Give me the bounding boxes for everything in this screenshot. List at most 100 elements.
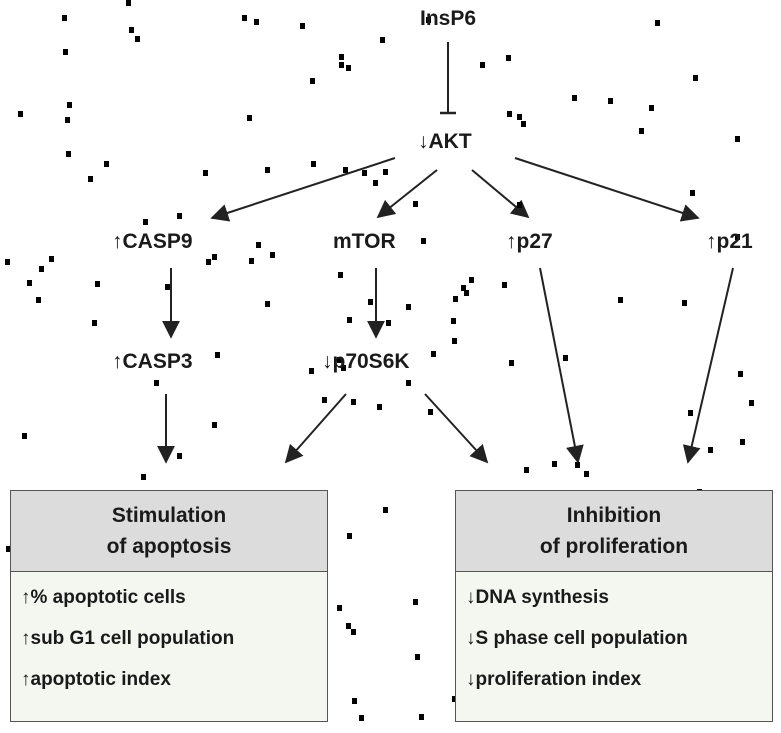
noise-dot [337, 357, 342, 363]
noise-dot [413, 599, 418, 605]
noise-dot [431, 351, 436, 357]
noise-dot [655, 20, 660, 26]
noise-dot [154, 380, 159, 386]
noise-dot [521, 121, 526, 127]
noise-dot [310, 78, 315, 84]
noise-dot [464, 290, 469, 296]
noise-dot [509, 360, 514, 366]
noise-dot [177, 213, 182, 219]
noise-dot [373, 180, 378, 186]
noise-dot [738, 371, 743, 377]
noise-dot [572, 95, 577, 101]
node-akt: ↓AKT [418, 130, 472, 153]
noise-dot [39, 266, 44, 272]
noise-dot [563, 355, 568, 361]
noise-dot [27, 280, 32, 286]
noise-dot [203, 170, 208, 176]
proliferation-item: ↓DNA synthesis [466, 587, 609, 608]
noise-dot [608, 98, 613, 104]
noise-dot [92, 320, 97, 326]
noise-dot [339, 54, 344, 60]
noise-dot [341, 365, 346, 371]
proliferation-title-line2: of proliferation [539, 535, 689, 558]
noise-dot [254, 19, 259, 25]
edge-akt-casp9 [210, 157, 396, 222]
noise-dot [359, 715, 364, 721]
noise-dot [309, 368, 314, 374]
noise-dot [502, 282, 507, 288]
noise-dot [346, 65, 351, 71]
edge-akt-p27 [471, 169, 530, 219]
noise-dot [135, 36, 140, 42]
noise-dot [338, 272, 343, 278]
proliferation-item: ↓proliferation index [466, 669, 642, 690]
apoptosis-box: Stimulation of apoptosis ↑% apoptotic ce… [10, 490, 328, 722]
noise-dot [65, 117, 70, 123]
noise-dot [469, 277, 474, 283]
noise-dot [347, 317, 352, 323]
node-insp6: InsP6 [420, 7, 477, 30]
noise-dot [740, 439, 745, 445]
noise-dot [88, 176, 93, 182]
edge-p21-proliferation [682, 267, 734, 464]
noise-dot [206, 259, 211, 265]
noise-dot [452, 338, 457, 344]
noise-dot [66, 151, 71, 157]
noise-dot [215, 352, 220, 358]
noise-dot [95, 281, 100, 287]
noise-dot [347, 533, 352, 539]
noise-dot [406, 304, 411, 310]
noise-dot [352, 698, 357, 704]
noise-dot [735, 136, 740, 142]
proliferation-item: ↓S phase cell population [466, 628, 688, 649]
node-p27: ↑p27 [506, 230, 553, 253]
apoptosis-box-body: ↑% apoptotic cells ↑sub G1 cell populati… [11, 572, 327, 690]
noise-dot [5, 259, 10, 265]
noise-dot [421, 238, 426, 244]
noise-dot [141, 474, 146, 480]
noise-dot [18, 111, 23, 117]
noise-dot [67, 102, 72, 108]
noise-dot [143, 219, 148, 225]
noise-dot [49, 256, 54, 262]
noise-dot [377, 404, 382, 410]
noise-dot [649, 105, 654, 111]
noise-dot [413, 201, 418, 207]
noise-dot [63, 49, 68, 55]
noise-dot [507, 111, 512, 117]
noise-dot [249, 258, 254, 264]
noise-dot [129, 27, 134, 33]
noise-dot [212, 422, 217, 428]
apoptosis-item: ↑sub G1 cell population [21, 628, 235, 649]
noise-dot [270, 252, 275, 258]
noise-dot [575, 462, 580, 468]
noise-dot [506, 55, 511, 61]
noise-dot [36, 297, 41, 303]
noise-dot [311, 161, 316, 167]
noise-dot [104, 161, 109, 167]
node-p70s6k: ↓p70S6K [322, 350, 410, 373]
noise-dot [351, 399, 356, 405]
node-p21: ↑p21 [706, 230, 753, 253]
node-casp9: ↑CASP9 [112, 230, 193, 253]
noise-dot [22, 433, 27, 439]
noise-dot [452, 696, 457, 702]
noise-dot [265, 301, 270, 307]
apoptosis-box-header: Stimulation of apoptosis [11, 491, 327, 572]
noise-dot [693, 75, 698, 81]
noise-dot [517, 114, 522, 120]
edge-p27-proliferation [539, 267, 584, 464]
noise-dot [688, 410, 693, 416]
noise-dot [383, 169, 388, 175]
noise-dot [256, 242, 261, 248]
edge-akt-mtor [376, 169, 438, 219]
noise-dot [337, 605, 342, 611]
noise-dot [165, 284, 170, 290]
node-mtor: mTOR [333, 230, 396, 253]
noise-dot [351, 629, 356, 635]
proliferation-title-line1: Inhibition [566, 504, 662, 527]
noise-dot [451, 318, 456, 324]
noise-dot [265, 167, 270, 173]
edge-p70s6k-apoptosis [284, 393, 347, 464]
noise-dot [428, 409, 433, 415]
